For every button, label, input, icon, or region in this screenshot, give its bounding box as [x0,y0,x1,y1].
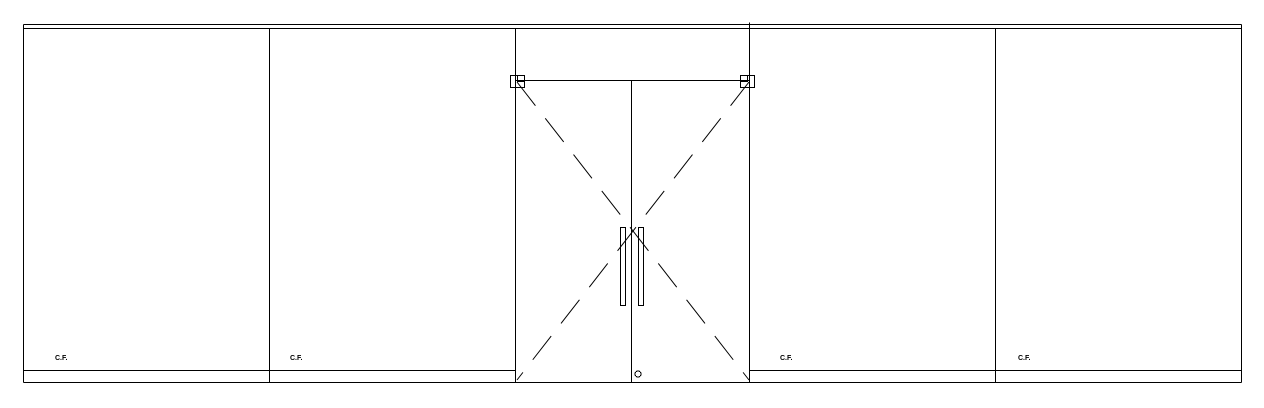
door-pull-handle-left [620,227,626,306]
panel-label-1: C.F. [55,355,68,362]
double-door [510,75,755,383]
floor-lock [634,370,642,378]
panel-label-2: C.F. [290,355,303,362]
mullions [269,22,996,383]
swing-line-right-top [516,81,750,381]
panel-label-3: C.F. [780,355,793,362]
pivot-left-inner [517,75,525,82]
pivot-right-inner [740,75,748,82]
panel-labels: C.F. C.F. C.F. C.F. [55,355,1031,362]
outer-frame [23,24,1242,383]
panel-label-4: C.F. [1018,355,1031,362]
door-pull-handle-right [638,227,644,306]
